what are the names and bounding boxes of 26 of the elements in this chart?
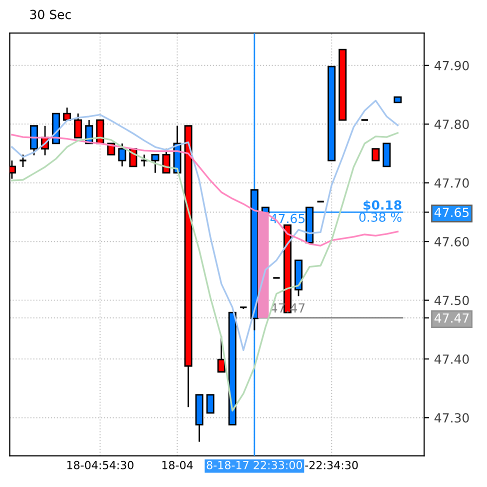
y-tick-label: 47.65 (434, 208, 469, 218)
candlestick (206, 394, 214, 414)
y-tick-label: 47.50 (434, 296, 469, 306)
chart-title: 30 Sec (30, 10, 71, 20)
candlestick (382, 142, 391, 168)
x-tick-label: 18-04 (162, 460, 193, 470)
candlestick (18, 154, 28, 168)
ref-line-label: 47.65 (270, 214, 305, 224)
annotation: 0.38 % (359, 212, 402, 222)
candlestick (372, 148, 380, 162)
x-tick-label: 8-18-17 22:33:00 (206, 460, 302, 470)
candlestick (140, 154, 148, 168)
y-tick-label: 47.47 (434, 314, 469, 323)
candlestick (151, 154, 160, 174)
y-tick-label: 47.60 (434, 237, 469, 246)
y-tick-label: 47.30 (434, 413, 469, 423)
x-tick-label: -22:34:30 (305, 460, 358, 470)
candlestick (30, 125, 38, 156)
candlestick (74, 112, 82, 138)
y-tick-label: 47.70 (434, 178, 469, 188)
annotation: $0.18 (364, 200, 402, 212)
y-tick-label: 47.90 (434, 60, 469, 70)
x-tick-label: 18-04:54:30 (67, 460, 134, 470)
y-tick-label: 47.40 (434, 354, 469, 364)
y-tick-label: 47.80 (434, 120, 469, 130)
candlestick (118, 142, 126, 168)
